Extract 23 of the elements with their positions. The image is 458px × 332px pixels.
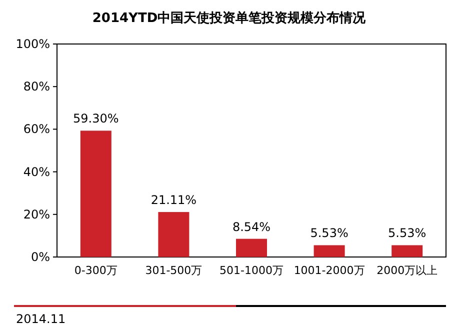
bar xyxy=(392,245,423,257)
bar xyxy=(158,212,190,257)
x-tick-label: 501-1000万 xyxy=(220,264,284,277)
x-tick-label: 0-300万 xyxy=(74,264,118,277)
bar xyxy=(80,130,112,257)
bar xyxy=(314,245,345,257)
data-label: 5.53% xyxy=(388,226,426,240)
data-label: 8.54% xyxy=(232,220,271,234)
data-label: 5.53% xyxy=(310,226,348,240)
y-tick-label: 100% xyxy=(16,37,50,51)
data-label: 21.11% xyxy=(150,193,197,208)
chart-title: 2014YTD中国天使投资单笔投资规模分布情况 xyxy=(92,10,367,26)
bar xyxy=(236,238,267,257)
x-tick-label: 1001-2000万 xyxy=(294,264,365,277)
x-tick-label: 301-500万 xyxy=(145,264,202,277)
y-tick-label: 0% xyxy=(30,250,50,264)
y-tick-label: 20% xyxy=(23,207,50,222)
y-tick-label: 60% xyxy=(23,122,50,136)
x-tick-label: 2000万以上 xyxy=(376,264,438,277)
y-tick-label: 80% xyxy=(23,80,50,94)
text: 2014.11 xyxy=(16,312,66,326)
data-label: 59.30% xyxy=(73,112,119,126)
y-tick-label: 40% xyxy=(23,164,50,179)
